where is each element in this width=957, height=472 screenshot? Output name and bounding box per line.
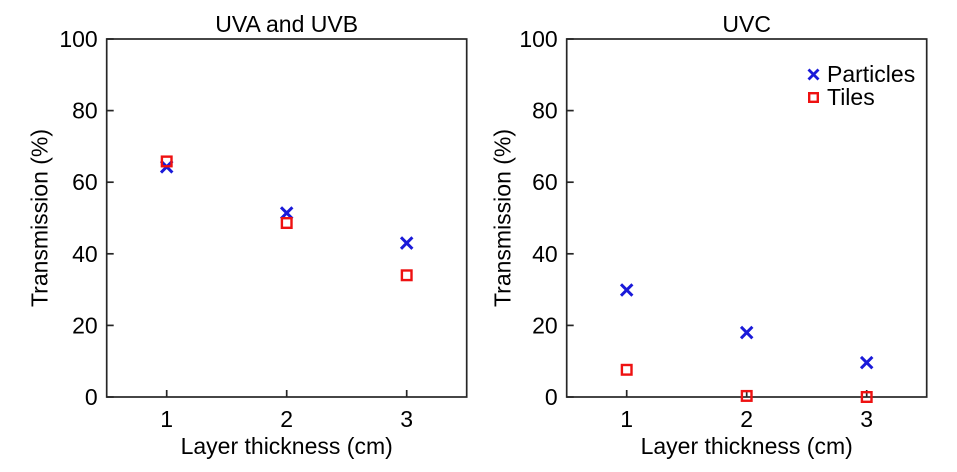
marker-tiles-1 [620,363,633,376]
y-tick-label: 60 [532,169,558,195]
panel-uvc: 1 2 3 0 20 40 60 80 100 UVC Transmission (%) Lay… [478,0,957,472]
legend-item-particles: Particles [806,61,916,87]
marker-tiles-1 [160,155,173,168]
marker-tiles-3 [860,390,873,404]
y-tick-label: 0 [545,384,558,410]
x-tick-label: 2 [740,406,753,432]
marker-particles-1 [619,283,634,297]
x-axis-label-uvc: Layer thickness (cm) [640,433,853,459]
marker-particles-3 [399,236,414,250]
y-tick-label: 60 [72,169,98,195]
legend-label-tiles: Tiles [827,84,875,110]
plot-area-uva-uvb: 1 2 3 0 20 40 60 80 100 [59,26,468,432]
x-tick-label: 1 [160,406,173,432]
chart-title-uva-uvb: UVA and UVB [215,11,359,37]
y-tick-label: 100 [519,26,557,52]
x-axis-label-uva-uvb: Layer thickness (cm) [180,433,393,459]
y-tick-label: 20 [532,312,558,338]
y-tick-label: 80 [72,98,98,124]
marker-particles-3 [859,355,874,370]
y-axis-label-uvc: Transmission (%) [489,128,516,308]
panel-uva-uvb: 1 2 3 0 20 40 60 80 100 UVA and UVB Transmission… [0,0,478,472]
y-tick-label: 40 [532,241,558,267]
y-tick-label: 40 [72,241,98,267]
square-marker-icon [806,91,820,105]
marker-tiles-3 [400,269,413,282]
marker-particles-2 [739,325,754,340]
legend: Particles Tiles [806,61,916,110]
y-tick-label: 0 [85,384,98,410]
y-tick-label: 100 [59,26,97,52]
marker-tiles-2 [280,217,293,230]
marker-particles-2 [279,206,294,220]
plot-area-uvc: 1 2 3 0 20 40 60 80 100 [519,26,928,432]
x-tick-label: 3 [400,406,413,432]
x-marker-icon [806,68,820,82]
chart-title-uvc: UVC [722,11,771,37]
x-tick-label: 2 [280,406,293,432]
y-tick-label: 20 [72,312,98,338]
legend-label-particles: Particles [827,61,916,87]
x-tick-label: 1 [620,406,633,432]
legend-item-tiles: Tiles [806,84,915,110]
y-axis-label-uva-uvb: Transmission (%) [26,128,53,308]
y-tick-label: 80 [532,98,558,124]
x-tick-label: 3 [860,406,873,432]
marker-tiles-2 [740,389,753,402]
